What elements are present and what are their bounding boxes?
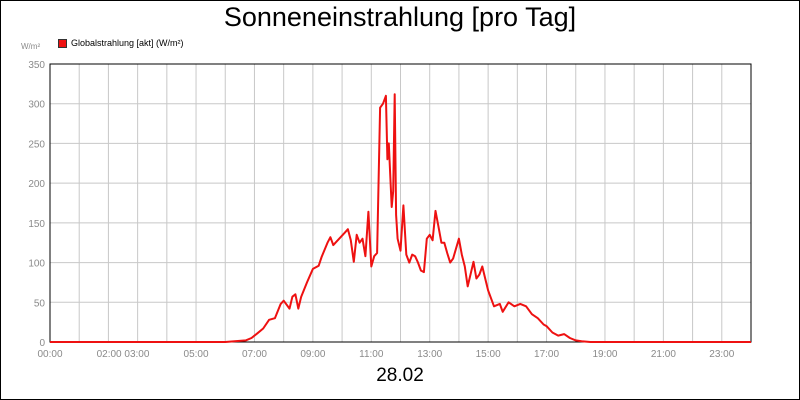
legend-swatch <box>58 38 67 48</box>
y-tick-label: 100 <box>28 259 45 270</box>
x-tick-label: 19:00 <box>592 349 617 360</box>
y-axis-unit: W/m² <box>21 42 41 51</box>
date-label: 28.02 <box>376 365 424 386</box>
y-tick-label: 250 <box>28 139 45 150</box>
x-tick-label: 09:00 <box>300 349 325 360</box>
series-line <box>50 93 751 343</box>
plot-border <box>49 63 752 343</box>
y-tick-label: 0 <box>39 338 45 349</box>
y-tick-label: 50 <box>34 298 46 309</box>
y-tick-label: 350 <box>28 60 45 71</box>
x-tick-label: 02:00 03:00 <box>97 349 150 360</box>
x-tick-label: 15:00 <box>476 349 501 360</box>
x-tick-label: 13:00 <box>417 349 442 360</box>
y-tick-label: 300 <box>28 100 45 111</box>
x-tick-label: 05:00 <box>184 349 209 360</box>
x-tick-label: 07:00 <box>242 349 267 360</box>
x-tick-label: 23:00 <box>709 349 734 360</box>
legend-label: Globalstrahlung [akt] (W/m²) <box>71 38 184 48</box>
x-tick-label: 17:00 <box>534 349 559 360</box>
x-tick-label: 11:00 <box>359 349 384 360</box>
y-tick-label: 200 <box>28 179 45 190</box>
x-tick-label: 00:00 <box>37 349 62 360</box>
chart-title: Sonneneinstrahlung [pro Tag] <box>223 2 577 32</box>
y-tick-label: 150 <box>28 219 45 230</box>
legend: Globalstrahlung [akt] (W/m²) <box>58 38 184 48</box>
x-tick-label: 21:00 <box>651 349 676 360</box>
